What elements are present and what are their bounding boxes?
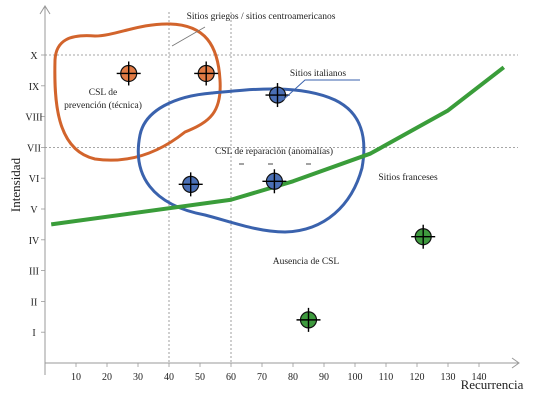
y-tick-label: II bbox=[31, 297, 38, 308]
data-point bbox=[262, 169, 287, 194]
repair-region-outline bbox=[136, 87, 366, 234]
data-point bbox=[265, 83, 290, 108]
x-tick-label: 110 bbox=[379, 372, 394, 383]
x-tick-label: 90 bbox=[319, 372, 329, 383]
prevention-region-label-line2: prevención (técnica) bbox=[64, 100, 142, 111]
y-tick-label: X bbox=[30, 51, 38, 62]
greek-sites-leader-line bbox=[171, 26, 206, 47]
italian-sites-label: Sitios italianos bbox=[290, 69, 347, 79]
prevention-region-outline bbox=[53, 22, 222, 162]
x-tick-label: 60 bbox=[226, 372, 236, 383]
y-tick-label: V bbox=[30, 205, 38, 216]
x-tick-label: 120 bbox=[410, 372, 425, 383]
french-sites-label: Sitios franceses bbox=[378, 172, 438, 183]
point-layer bbox=[116, 61, 436, 332]
data-point bbox=[116, 61, 141, 86]
y-tick-label: IX bbox=[29, 82, 40, 93]
data-point bbox=[194, 61, 219, 86]
x-tick-label: 70 bbox=[257, 372, 267, 383]
y-tick-label: VIII bbox=[25, 113, 42, 124]
x-axis-label: Recurrencia bbox=[461, 377, 524, 392]
y-tick-label: IV bbox=[29, 236, 40, 247]
x-tick-label: 80 bbox=[288, 372, 298, 383]
x-tick-label: 140 bbox=[472, 372, 487, 383]
x-tick-label: 130 bbox=[441, 372, 456, 383]
x-tick-label: 30 bbox=[133, 372, 143, 383]
data-point bbox=[296, 307, 321, 332]
prevention-region-label-line1: CSL de bbox=[89, 88, 117, 98]
trend-line bbox=[50, 65, 506, 227]
region-layer bbox=[53, 22, 366, 234]
trend-layer bbox=[50, 65, 506, 227]
greek-sites-label: Sitios griegos / sitios centroamericanos bbox=[187, 12, 336, 22]
x-tick-label: 20 bbox=[102, 372, 112, 383]
data-point bbox=[411, 224, 436, 249]
x-tick-label: 100 bbox=[348, 372, 363, 383]
y-tick-label: VII bbox=[27, 143, 41, 154]
grid-layer bbox=[45, 12, 518, 363]
data-point bbox=[178, 172, 203, 197]
y-tick-label: I bbox=[32, 328, 35, 339]
x-tick-label: 10 bbox=[71, 372, 81, 383]
annotation-layer: Sitios griegos / sitios centroamericanos… bbox=[64, 12, 438, 267]
repair-region-label: CSL de reparación (anomalías) bbox=[215, 146, 333, 157]
italian-sites-leader-line bbox=[282, 79, 360, 101]
axis-layer: 10 20 30 40 50 60 70 80 90 100 110 120 130 140IIIIIII… bbox=[8, 5, 524, 392]
no-csl-label: Ausencia de CSL bbox=[273, 257, 340, 267]
x-axis-arrowhead bbox=[511, 357, 520, 369]
x-tick-label: 50 bbox=[195, 372, 205, 383]
y-tick-label: VI bbox=[29, 174, 40, 185]
y-tick-label: III bbox=[29, 267, 39, 278]
x-tick-label: 40 bbox=[164, 372, 174, 383]
y-axis-arrowhead bbox=[39, 5, 51, 15]
y-axis-label: Intensidad bbox=[8, 157, 23, 212]
